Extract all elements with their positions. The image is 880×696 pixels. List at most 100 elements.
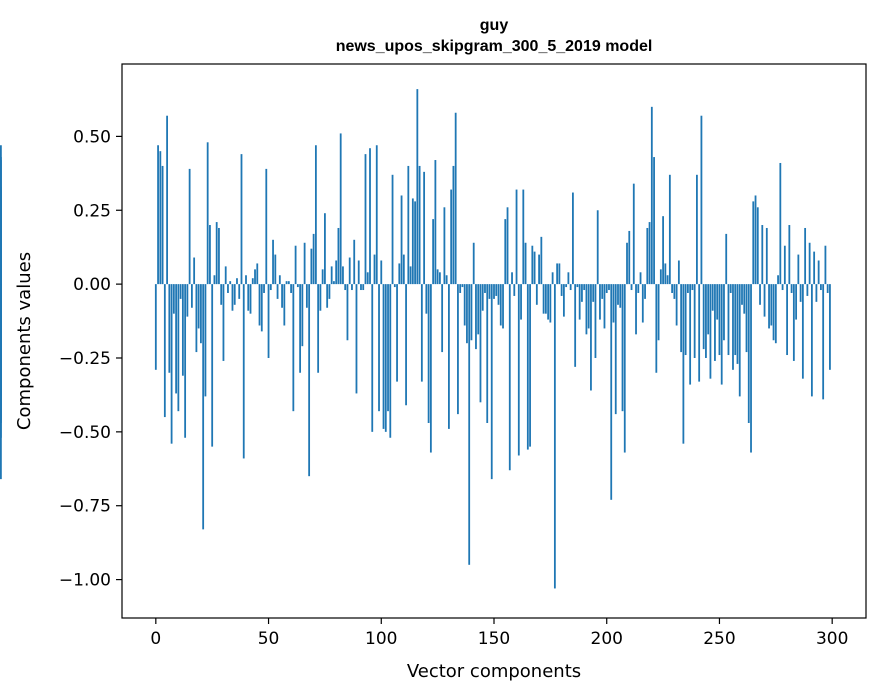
bar bbox=[380, 260, 383, 285]
bar bbox=[804, 227, 807, 285]
bar bbox=[684, 284, 687, 356]
bar bbox=[434, 160, 437, 285]
bar bbox=[659, 269, 662, 285]
bar bbox=[466, 284, 468, 344]
bar bbox=[290, 284, 292, 293]
bar bbox=[488, 284, 491, 299]
bar bbox=[729, 284, 732, 293]
bar bbox=[614, 284, 617, 415]
bar bbox=[644, 284, 646, 299]
bar bbox=[342, 266, 344, 285]
bar bbox=[170, 284, 173, 444]
bar bbox=[0, 145, 2, 285]
bar bbox=[680, 284, 683, 353]
x-tick-label: 0 bbox=[150, 629, 161, 649]
bar bbox=[479, 284, 482, 403]
bar bbox=[312, 233, 315, 285]
y-tick-label: 0.50 bbox=[73, 127, 111, 147]
bar bbox=[159, 151, 162, 285]
bar bbox=[783, 245, 786, 285]
bar bbox=[369, 148, 371, 285]
bar bbox=[477, 284, 480, 335]
bar bbox=[549, 284, 552, 323]
bar bbox=[238, 284, 241, 299]
bar bbox=[436, 269, 439, 285]
y-tick-label: −0.50 bbox=[59, 423, 111, 443]
bar bbox=[515, 189, 518, 285]
y-axis-label: Components values bbox=[14, 252, 35, 430]
bar bbox=[657, 284, 660, 341]
bar bbox=[686, 284, 689, 293]
y-axis: −1.00 −0.75 −0.50 −0.25 0.00 0.25 0.50 bbox=[59, 127, 122, 591]
bar bbox=[511, 272, 513, 285]
bar bbox=[677, 260, 680, 285]
y-tick-label: −1.00 bbox=[59, 571, 111, 591]
bar bbox=[558, 263, 561, 285]
bar bbox=[154, 284, 157, 370]
bar bbox=[635, 284, 637, 335]
bar bbox=[544, 284, 547, 314]
bar bbox=[675, 284, 678, 326]
bar bbox=[402, 254, 405, 285]
bar bbox=[0, 284, 2, 299]
bar bbox=[278, 275, 281, 285]
bar bbox=[470, 284, 473, 341]
bar bbox=[292, 284, 295, 412]
bar bbox=[222, 284, 225, 361]
bar bbox=[193, 257, 196, 285]
bar bbox=[416, 89, 419, 285]
bar bbox=[747, 284, 750, 423]
bar bbox=[366, 272, 369, 285]
bar bbox=[181, 284, 184, 376]
bar bbox=[723, 284, 725, 341]
bar bbox=[594, 284, 597, 358]
bar bbox=[553, 284, 556, 589]
bar bbox=[542, 284, 545, 314]
bar bbox=[339, 133, 342, 285]
bar bbox=[781, 284, 784, 291]
bar bbox=[195, 284, 198, 353]
x-tick-label: 50 bbox=[258, 629, 280, 649]
bars-layer bbox=[0, 89, 831, 589]
y-tick-label: −0.25 bbox=[59, 349, 111, 369]
bar bbox=[714, 284, 716, 361]
bar bbox=[716, 284, 719, 320]
bar bbox=[254, 269, 256, 285]
bar bbox=[475, 284, 477, 350]
bar bbox=[799, 284, 802, 302]
bar bbox=[260, 284, 263, 332]
bar bbox=[251, 278, 254, 285]
bar bbox=[177, 284, 180, 412]
bar bbox=[632, 183, 635, 285]
bar bbox=[391, 174, 394, 285]
bar bbox=[829, 284, 831, 370]
bar bbox=[662, 216, 664, 285]
bar bbox=[242, 284, 245, 459]
bar bbox=[472, 242, 475, 285]
bar bbox=[646, 227, 649, 285]
bar bbox=[245, 275, 247, 285]
bar bbox=[707, 284, 710, 335]
y-tick-label: −0.75 bbox=[59, 497, 111, 517]
bar bbox=[299, 284, 302, 373]
bar bbox=[795, 284, 798, 320]
bar bbox=[200, 284, 202, 344]
bar bbox=[666, 275, 669, 285]
x-tick-label: 150 bbox=[478, 629, 510, 649]
bar bbox=[820, 284, 822, 291]
bar bbox=[202, 284, 205, 530]
bar bbox=[407, 165, 410, 285]
bar bbox=[256, 263, 259, 285]
bar bbox=[565, 284, 568, 288]
bar bbox=[495, 284, 498, 296]
bar bbox=[608, 284, 610, 291]
bar bbox=[213, 275, 216, 285]
bar bbox=[427, 284, 430, 423]
bar bbox=[373, 254, 376, 285]
bar bbox=[218, 227, 220, 285]
bar bbox=[556, 263, 559, 285]
bar bbox=[357, 260, 360, 285]
bar bbox=[317, 284, 320, 373]
bar bbox=[761, 225, 764, 285]
bar bbox=[296, 284, 299, 288]
